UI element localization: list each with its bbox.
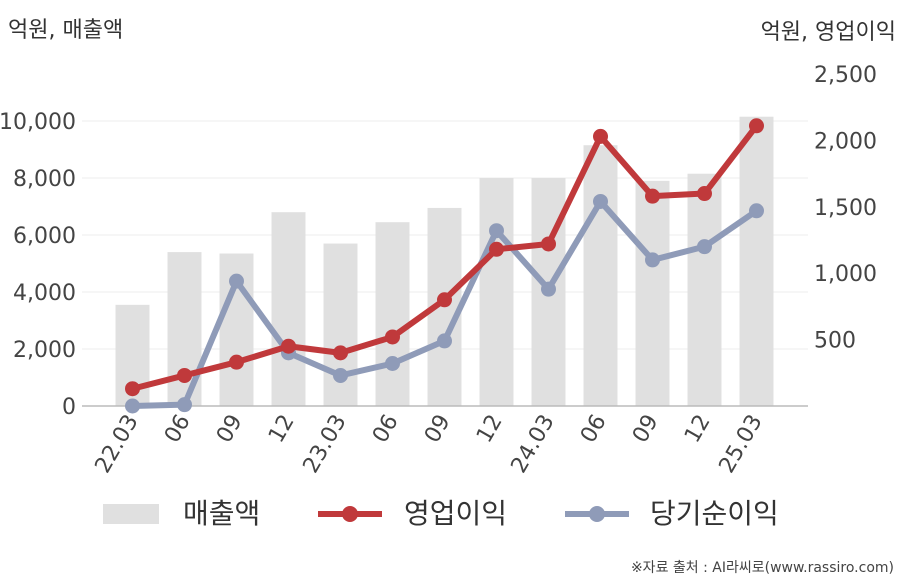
left-axis-label: 억원, 매출액 (8, 18, 123, 43)
right-axis-ticks: 500 1,000 1,500 2,000 2,500 (814, 63, 877, 354)
series-2-point-0 (125, 398, 140, 414)
left-axis-ticks: 0 2,000 4,000 6,000 8,000 10,000 (0, 110, 76, 420)
x-tick-9: 06 (576, 411, 612, 448)
legend-label-revenue: 매출액 (183, 497, 260, 530)
series-2-point-11 (697, 239, 712, 255)
revenue-bars (115, 116, 774, 406)
right-tick-0: 500 (814, 329, 856, 354)
series-2-point-5 (385, 356, 400, 372)
series-2-point-12 (749, 203, 764, 219)
x-tick-6: 09 (420, 411, 456, 448)
series-1-point-6 (437, 292, 452, 308)
x-tick-0: 22.03 (91, 411, 144, 478)
series-1-point-5 (385, 329, 400, 345)
revenue-bar-5 (375, 222, 410, 406)
legend-marker-operating-profit (342, 506, 358, 522)
revenue-bar-7 (479, 178, 514, 406)
legend-swatch-revenue (103, 504, 159, 524)
series-2-point-9 (593, 193, 608, 209)
revenue-bar-10 (635, 180, 670, 406)
series-1-point-9 (593, 128, 608, 144)
legend-marker-net-income (589, 506, 605, 522)
series-2-point-10 (645, 252, 660, 268)
revenue-bar-11 (687, 173, 722, 406)
left-tick-1: 2,000 (13, 338, 76, 363)
revenue-bar-12 (739, 116, 774, 406)
left-tick-3: 6,000 (13, 224, 76, 249)
series-2-point-6 (437, 333, 452, 349)
x-tick-5: 06 (368, 411, 404, 448)
series-1-point-4 (333, 345, 348, 361)
series-2-point-2 (229, 273, 244, 289)
x-tick-11: 12 (680, 411, 716, 448)
left-tick-0: 0 (62, 395, 76, 420)
right-tick-2: 1,500 (814, 196, 877, 221)
series-2-point-7 (489, 223, 504, 239)
series-1-point-3 (281, 338, 296, 354)
left-tick-5: 10,000 (0, 110, 76, 135)
x-tick-4: 23.03 (299, 411, 352, 478)
series-1-point-8 (541, 236, 556, 252)
line-series (125, 118, 764, 414)
series-1-point-7 (489, 241, 504, 257)
legend: 매출액 영업이익 당기순이익 (103, 497, 779, 530)
series-2-point-4 (333, 367, 348, 383)
left-tick-4: 8,000 (13, 167, 76, 192)
x-tick-2: 09 (212, 411, 248, 448)
x-tick-12: 25.03 (715, 411, 768, 478)
series-1-point-0 (125, 381, 140, 397)
right-tick-1: 1,000 (814, 262, 877, 287)
right-tick-3: 2,000 (814, 129, 877, 154)
x-tick-1: 06 (160, 411, 196, 448)
x-tick-8: 24.03 (507, 411, 560, 478)
legend-label-operating-profit: 영업이익 (404, 497, 507, 530)
legend-label-net-income: 당기순이익 (650, 497, 779, 530)
x-tick-10: 09 (628, 411, 664, 448)
series-1-point-10 (645, 188, 660, 204)
x-tick-3: 12 (264, 411, 300, 448)
left-tick-2: 4,000 (13, 281, 76, 306)
revenue-bar-3 (271, 212, 306, 406)
series-1-point-12 (749, 118, 764, 134)
x-tick-7: 12 (472, 411, 508, 448)
source-note: ※자료 출처 : AI라씨로(www.rassiro.com) (631, 560, 894, 576)
series-2-point-8 (541, 281, 556, 297)
series-1-point-1 (177, 367, 192, 383)
right-tick-4: 2,500 (814, 63, 877, 88)
series-1-point-11 (697, 186, 712, 202)
series-1-point-2 (229, 354, 244, 370)
right-axis-label: 억원, 영업이익 (761, 20, 896, 45)
series-2-point-1 (177, 397, 192, 413)
revenue-bar-9 (583, 145, 618, 406)
